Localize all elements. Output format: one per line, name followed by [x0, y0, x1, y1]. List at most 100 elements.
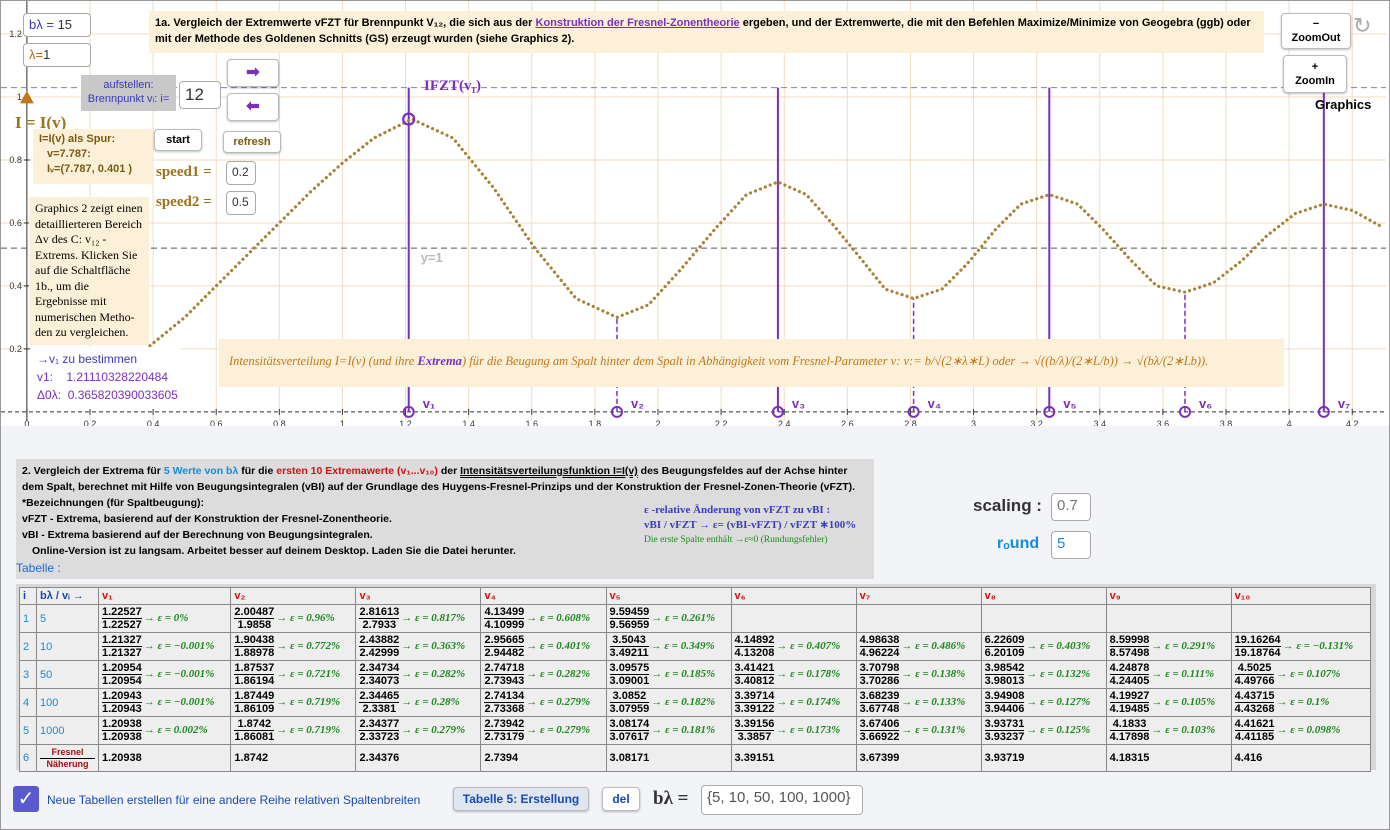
- fraction: 3.98542 3.98013: [984, 662, 1025, 687]
- epsilon: → ε = 0.817%: [401, 612, 466, 625]
- value-cell: 2.34377 2.33723 → ε = 0.279%: [355, 716, 482, 745]
- speed2-label: speed2 =: [156, 194, 212, 210]
- refresh-button[interactable]: refresh: [223, 131, 281, 153]
- x-tick-label: 3.6: [1157, 419, 1170, 429]
- fraction: 2.00487 1.9858: [234, 606, 275, 631]
- next-button[interactable]: ➡: [227, 59, 279, 87]
- epsilon: → ε = 0.1%: [1276, 696, 1330, 709]
- speed1-input[interactable]: 0.2: [226, 161, 256, 185]
- scaling-input[interactable]: 0.7: [1051, 493, 1091, 521]
- icon: −: [1312, 18, 1320, 30]
- epsilon: → ε = 0.403%: [1026, 640, 1091, 653]
- epsilon: → ε = 0.772%: [276, 640, 341, 653]
- value-cell: 1.22527 1.22527 → ε = 0%: [97, 604, 232, 633]
- value-cell: 2.74134 2.73368 → ε = 0.279%: [480, 688, 607, 717]
- round-input[interactable]: 5: [1051, 531, 1091, 559]
- v-bi: 1.20943: [102, 703, 142, 715]
- zoom-out-button[interactable]: − ZoomOut: [1281, 13, 1351, 49]
- fraction: 2.34377 2.33723: [359, 718, 400, 743]
- label: bλ =: [29, 17, 54, 32]
- v-fzt: 2.34734: [359, 662, 400, 675]
- value-cell: 1.21327 1.21327 → ε = −0.001%: [97, 632, 232, 661]
- i-input[interactable]: 12: [179, 81, 221, 109]
- fraction: 8.59998 8.57498: [1109, 634, 1150, 659]
- x-tick-label: 3.2: [1030, 419, 1043, 429]
- value-cell: 4.24878 4.24405 → ε = 0.111%: [1105, 660, 1232, 689]
- epsilon: → ε = 0.349%: [650, 640, 715, 653]
- header-cell: v₃: [355, 587, 482, 605]
- value-cell: 4.13499 4.10999 → ε = 0.608%: [480, 604, 607, 633]
- checkbox[interactable]: ✓: [13, 786, 39, 812]
- epsilon: → ε = 0.608%: [526, 612, 591, 625]
- table-row: 3 50 1.20954 1.20954 → ε = −0.001% 1.87537 1.8…: [19, 660, 1372, 689]
- title-link[interactable]: Konstruktion der Fresnel-Zonentheorie: [535, 17, 740, 29]
- row-index: 2: [19, 632, 37, 661]
- row-b: 50: [36, 660, 99, 689]
- header-cell: v₆: [730, 587, 857, 605]
- value-cell: 2.81613 2.7933 → ε = 0.817%: [355, 604, 482, 633]
- x-tick-label: 2.6: [841, 419, 854, 429]
- header-cell: v₂: [230, 587, 357, 605]
- fraction: 4.1833 4.17898: [1109, 718, 1150, 743]
- b-list-input[interactable]: {5, 10, 50, 100, 1000}: [701, 785, 863, 815]
- fraction: 2.81613 2.7933: [359, 606, 400, 631]
- value-cell: 3.0852 3.07959 → ε = 0.182%: [605, 688, 732, 717]
- extremum-label: v₃: [792, 396, 805, 411]
- value-cell: [855, 604, 982, 633]
- zoom-in-button[interactable]: + ZoomIn: [1283, 55, 1347, 93]
- v-bi: 1.86194: [234, 675, 275, 687]
- epsilon: → ε = 0.178%: [776, 668, 841, 681]
- header-cell: v₁: [97, 587, 232, 605]
- fresnel-cell: 3.39151: [730, 744, 857, 772]
- value-cell: 3.41421 3.40812 → ε = 0.178%: [730, 660, 857, 689]
- reset-icon[interactable]: ↻: [1353, 13, 1372, 38]
- lambda-input[interactable]: λ=1: [23, 43, 91, 67]
- prev-button[interactable]: ⬅: [227, 93, 279, 121]
- extremum-foot: [1317, 405, 1330, 418]
- value-cell: 3.94908 3.94406 → ε = 0.127%: [980, 688, 1107, 717]
- value-cell: 2.34734 2.34073 → ε = 0.282%: [355, 660, 482, 689]
- v-bi: 4.49766: [1234, 675, 1275, 687]
- epsilon: → ε = 0.105%: [1151, 696, 1216, 709]
- v-fzt: 1.20943: [102, 690, 142, 703]
- fraction: 3.67406 3.66922: [859, 718, 900, 743]
- b-lambda-input[interactable]: bλ = 15: [23, 13, 91, 37]
- y-axis-arrow: [19, 90, 34, 104]
- v-bi: 19.18764: [1234, 647, 1281, 659]
- view-title: Graphics: [1315, 97, 1372, 112]
- speed2-input[interactable]: 0.5: [226, 191, 256, 215]
- fresnel-cell: 2.7394: [480, 744, 607, 772]
- epsilon: → ε = 0.282%: [526, 668, 591, 681]
- fresnel-cell: 1.20938: [97, 744, 232, 772]
- start-button[interactable]: start: [154, 129, 202, 151]
- create-button[interactable]: Tabelle 5: Erstellung: [453, 787, 589, 811]
- x-tick-label: 1.8: [589, 419, 602, 429]
- aufstellen-box: aufstellen: Brennpunkt vᵢ: i=: [81, 75, 176, 111]
- v-fzt: 4.5025: [1234, 662, 1275, 675]
- v-bi: 1.22527: [102, 619, 142, 631]
- value-cell: 4.1833 4.17898 → ε = 0.103%: [1105, 716, 1232, 745]
- text: Näherung: [46, 758, 89, 769]
- section2-box: 2. Vergleich der Extrema für 5 Werte von…: [16, 459, 874, 579]
- header-cell: v₅: [605, 587, 732, 605]
- x-tick-label: 3: [971, 419, 976, 429]
- y-tick-label: 0.6: [9, 218, 22, 228]
- fraction: 1.87449 1.86109: [234, 690, 275, 715]
- graphics2-note: Graphics 2 zeigt einen detaillierteren B…: [29, 197, 149, 345]
- epsilon: → ε = 0.401%: [526, 640, 591, 653]
- curve-label: I = I(v): [15, 113, 67, 132]
- v-bi: 1.86109: [234, 703, 275, 715]
- v-bi: 3.49211: [609, 647, 649, 659]
- v-fzt: 3.08174: [609, 718, 650, 731]
- epsilon: → ε = 0.279%: [526, 696, 591, 709]
- extremum-foot: [1043, 405, 1056, 418]
- fraction: 2.74134 2.73368: [484, 690, 525, 715]
- del-button[interactable]: del: [602, 787, 640, 811]
- epsilon: → ε = −0.001%: [143, 696, 215, 709]
- value-cell: [1105, 604, 1232, 633]
- v-fzt: 2.95665: [484, 634, 525, 647]
- fraction: 2.95665 2.94482: [484, 634, 525, 659]
- value-cell: 3.39714 3.39122 → ε = 0.174%: [730, 688, 857, 717]
- y-tick-label: 1: [17, 92, 22, 102]
- value-cell: 19.16264 19.18764 → ε = −0.131%: [1230, 632, 1372, 661]
